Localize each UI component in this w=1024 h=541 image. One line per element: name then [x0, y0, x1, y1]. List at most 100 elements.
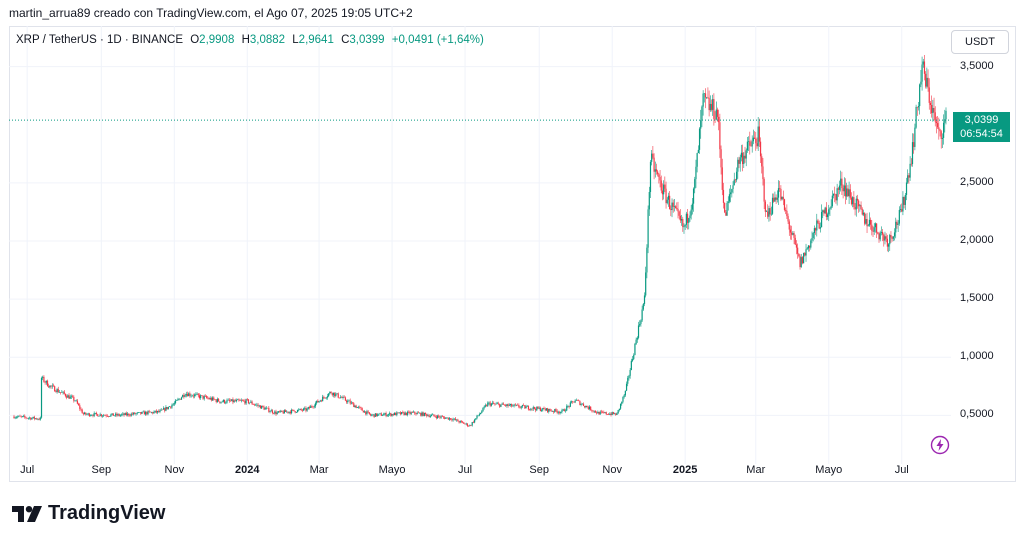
- candle-body: [727, 201, 729, 203]
- candle-body: [143, 411, 146, 415]
- candle-body: [417, 412, 419, 414]
- candle-body: [27, 417, 29, 419]
- candle-body: [166, 407, 168, 409]
- price-chart[interactable]: [9, 26, 1016, 482]
- candle-body: [111, 413, 113, 415]
- candle-body: [505, 405, 507, 406]
- candle-body: [673, 206, 676, 207]
- candle-body: [738, 159, 740, 164]
- candle-body: [85, 412, 87, 415]
- candle-body: [439, 416, 441, 418]
- x-tick-label: Jul: [458, 464, 473, 476]
- candle-body: [257, 404, 259, 406]
- candle-body: [927, 77, 929, 88]
- candle-body: [745, 150, 747, 159]
- candle-body: [750, 145, 752, 147]
- candle-body: [915, 106, 917, 128]
- candle-body: [338, 397, 341, 399]
- candle-body: [856, 198, 859, 201]
- candle-body: [771, 197, 774, 214]
- candle-body: [670, 208, 672, 211]
- candle-body: [347, 400, 349, 403]
- open-value: 2,9908: [199, 34, 235, 46]
- candle-body: [332, 392, 335, 396]
- candle-body: [858, 200, 860, 207]
- candle-body: [264, 408, 266, 410]
- candle-body: [904, 194, 906, 205]
- candle-body: [618, 408, 620, 411]
- candle-body: [625, 383, 628, 391]
- candle-body: [50, 385, 52, 387]
- candles-layer: [13, 55, 947, 428]
- candle-body: [259, 405, 262, 409]
- last-price-badge: 3,0399 06:54:54: [953, 112, 1010, 143]
- candle-body: [708, 97, 710, 111]
- candle-body: [928, 87, 930, 103]
- candle-body: [375, 413, 378, 417]
- candle-body: [219, 401, 221, 403]
- candle-body: [844, 185, 847, 197]
- candle-body: [550, 410, 552, 412]
- candle-body: [945, 110, 947, 120]
- candle-body: [476, 415, 478, 419]
- candle-body: [460, 420, 463, 422]
- candle-body: [574, 400, 576, 403]
- candle-body: [82, 413, 84, 415]
- candle-body: [265, 407, 268, 409]
- candle-body: [702, 93, 704, 107]
- candle-body: [506, 404, 508, 406]
- candle-body: [225, 402, 227, 404]
- candle-body: [335, 393, 337, 397]
- candle-body: [14, 417, 16, 419]
- x-tick-label: Jul: [20, 464, 35, 476]
- candle-body: [517, 404, 519, 406]
- candle-body: [865, 219, 867, 224]
- candle-body: [37, 419, 39, 420]
- candle-body: [792, 233, 794, 235]
- candle-body: [794, 237, 796, 245]
- candle-body: [365, 411, 367, 415]
- candle-body: [160, 409, 162, 411]
- candle-body: [412, 411, 415, 413]
- candle-body: [220, 401, 222, 403]
- candle-body: [470, 425, 472, 426]
- candle-body: [663, 184, 665, 195]
- lightning-icon[interactable]: [930, 435, 950, 455]
- candle-body: [937, 123, 939, 128]
- candle-body: [721, 167, 723, 190]
- candle-body: [842, 188, 844, 192]
- y-tick-label: 1,5000: [960, 292, 994, 305]
- candle-body: [599, 411, 601, 415]
- candle-body: [523, 405, 525, 406]
- candle-body: [770, 213, 772, 215]
- candle-body: [891, 237, 893, 239]
- candle-body: [311, 406, 313, 407]
- candle-body: [940, 131, 942, 139]
- candle-body: [147, 411, 149, 415]
- candle-body: [298, 409, 300, 411]
- candle-body: [873, 227, 875, 232]
- y-tick-label: 2,0000: [960, 234, 994, 246]
- candle-body: [15, 417, 17, 418]
- candle-body: [92, 415, 94, 416]
- candle-body: [106, 415, 108, 417]
- candle-body: [39, 417, 41, 420]
- candle-body: [256, 404, 258, 406]
- candle-body: [240, 400, 242, 402]
- x-tick-label: Sep: [529, 464, 550, 476]
- candle-body: [605, 412, 607, 415]
- candle-body: [286, 411, 288, 413]
- candle-body: [573, 401, 575, 403]
- candle-body: [732, 185, 734, 190]
- candle-body: [762, 166, 764, 180]
- candle-body: [290, 409, 293, 414]
- candle-body: [585, 405, 587, 408]
- candle-body: [70, 396, 73, 398]
- candle-body: [667, 195, 670, 200]
- candle-body: [130, 413, 132, 416]
- candle-body: [715, 109, 717, 120]
- currency-button[interactable]: USDT: [951, 30, 1009, 54]
- candle-body: [879, 232, 881, 240]
- low-label: L: [292, 34, 299, 46]
- candle-body: [838, 185, 841, 190]
